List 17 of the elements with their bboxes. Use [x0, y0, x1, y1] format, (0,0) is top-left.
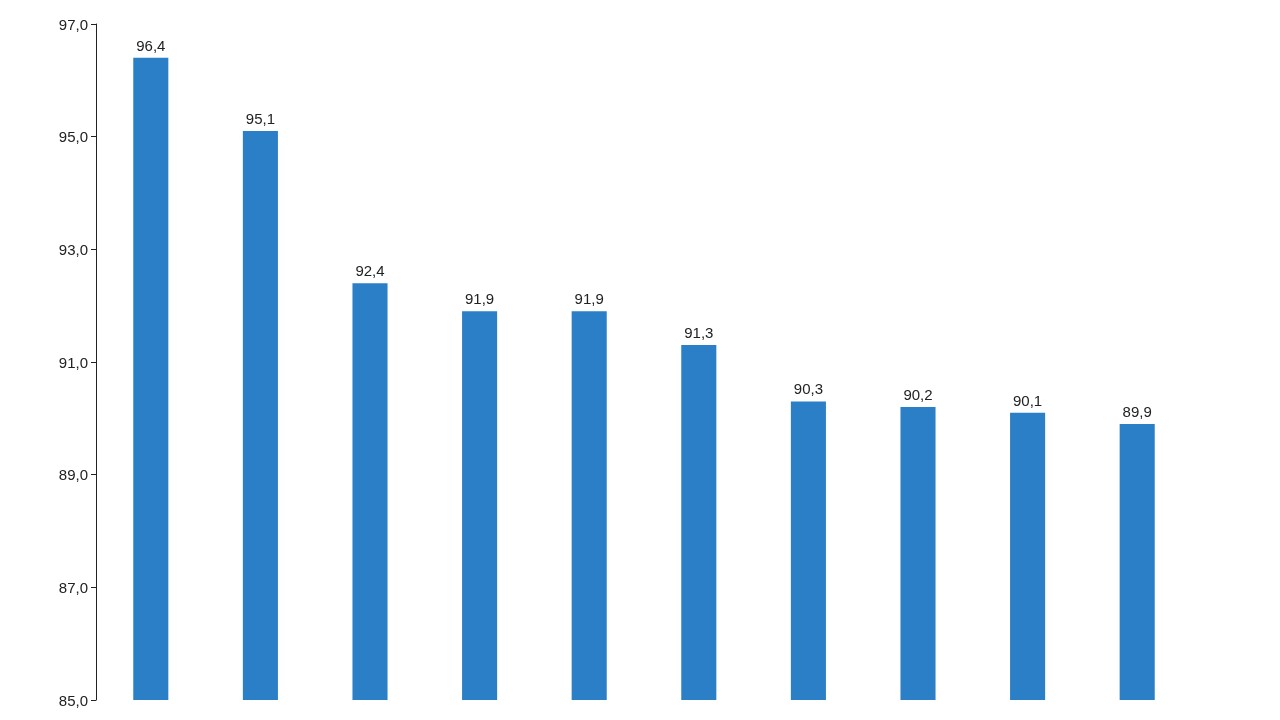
y-tick-label: 89,0	[58, 466, 88, 484]
y-tick-label: 87,0	[58, 578, 88, 596]
data-label: 90,1	[1013, 391, 1043, 409]
y-tick-label: 97,0	[58, 15, 88, 33]
data-label: 91,9	[574, 290, 604, 308]
y-tick-label: 95,0	[58, 128, 88, 146]
data-label: 89,9	[1122, 402, 1152, 420]
y-tick-label: 85,0	[58, 691, 88, 709]
data-label: 96,4	[136, 36, 166, 54]
y-tick-label: 93,0	[58, 240, 88, 258]
data-label: 92,4	[355, 262, 385, 280]
y-tick-label: 91,0	[58, 353, 88, 371]
data-label: 91,3	[684, 324, 714, 342]
data-label: 95,1	[245, 110, 275, 128]
data-label: 91,9	[465, 290, 495, 308]
data-label: 90,3	[793, 380, 823, 398]
data-label: 90,2	[903, 386, 933, 404]
